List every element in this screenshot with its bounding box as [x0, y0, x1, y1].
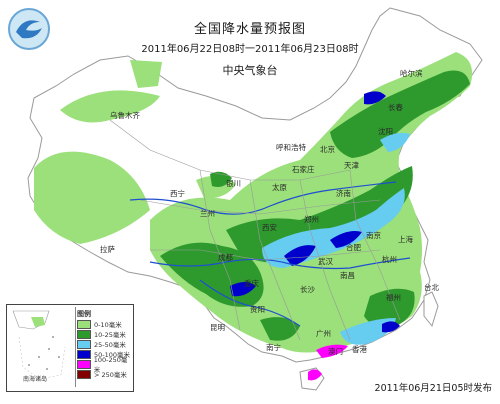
taiwan-island [423, 291, 439, 328]
city-labels: 哈尔滨 长春 沈阳 北京 天津 石家庄 太原 济南 呼和浩特 银川 西宁 兰州 … [100, 68, 439, 356]
city-chengdu: 成都 [218, 252, 233, 262]
city-guiyang: 贵阳 [250, 304, 265, 314]
city-shenyang: 沈阳 [378, 126, 393, 136]
legend-list: 0-10毫米 10-25毫米 25-50毫米 50-100毫米 100-250毫… [77, 319, 133, 379]
legend-label: 25-50毫米 [94, 341, 126, 349]
legend-swatch [77, 349, 91, 359]
legend-swatch [77, 329, 91, 339]
issue-time: 2011年06月21日05时发布 [374, 383, 492, 394]
city-lanzhou: 兰州 [200, 208, 215, 218]
city-haerbin: 哈尔滨 [400, 68, 423, 78]
city-xian: 西安 [262, 222, 277, 232]
legend-item: 0-10毫米 [77, 319, 133, 329]
city-hangzhou: 杭州 [382, 254, 397, 264]
province-borders [109, 119, 401, 341]
city-guangzhou: 广州 [316, 328, 331, 338]
inset-label: 南海诸岛 [23, 376, 48, 383]
rain-10-25-areas [160, 70, 470, 341]
city-yinchuan: 银川 [226, 179, 241, 188]
forecast-period: 2011年06月22日08时一2011年06月23日08时 [141, 44, 359, 55]
rain-50-100-areas [230, 91, 400, 333]
south-china-sea-inset: 南海诸岛 [9, 307, 76, 387]
legend-swatch [77, 369, 91, 379]
city-wuhan: 武汉 [318, 256, 333, 266]
city-xining: 西宁 [170, 188, 185, 198]
legend-item: 10-25毫米 [77, 329, 133, 339]
city-shanghai: 上海 [398, 234, 413, 244]
city-nanjing: 南京 [366, 230, 381, 240]
legend-title: 图例 [77, 310, 91, 318]
cma-logo [6, 6, 52, 52]
city-tianjin: 天津 [344, 161, 359, 170]
city-aomen: 澳门 [328, 346, 343, 356]
city-changchun: 长春 [388, 102, 403, 112]
legend-item: 25-50毫米 [77, 339, 133, 349]
rain-100-250-areas [308, 344, 348, 381]
city-beijing: 北京 [320, 144, 335, 154]
city-jinan: 济南 [336, 188, 351, 198]
legend-swatch [77, 359, 91, 369]
city-nanchang: 南昌 [340, 270, 355, 280]
issuer-name: 中央气象台 [222, 64, 278, 77]
legend-item: 50-100毫米 [77, 349, 133, 359]
city-fuzhou: 福州 [386, 293, 401, 302]
legend: 南海诸岛 图例 0-10毫米 10-25毫米 25-50毫米 50-100毫米 … [6, 304, 134, 392]
city-wulumuqi: 乌鲁木齐 [110, 110, 140, 120]
city-nanning: 南宁 [266, 342, 281, 352]
legend-label: 50-100毫米 [94, 351, 131, 359]
legend-label: 0-10毫米 [94, 321, 122, 329]
legend-swatch [77, 339, 91, 349]
city-taiyuan: 太原 [272, 182, 287, 192]
city-huhehaote: 呼和浩特 [276, 142, 306, 152]
city-hefei: 合肥 [346, 242, 361, 252]
legend-swatch [77, 319, 91, 329]
city-kunming: 昆明 [210, 323, 225, 332]
city-zhengzhou: 郑州 [304, 214, 319, 224]
city-shijiazhuang: 石家庄 [292, 164, 315, 174]
city-taibei: 台北 [424, 282, 439, 292]
city-chongqing: 重庆 [244, 278, 259, 288]
legend-label: > 250毫米 [94, 371, 127, 379]
city-changsha: 长沙 [300, 284, 315, 294]
legend-label: 10-25毫米 [94, 331, 126, 339]
map-title: 全国降水量预报图 [193, 22, 306, 37]
city-lasa: 拉萨 [100, 244, 115, 254]
rivers [129, 181, 411, 327]
city-xianggang: 香港 [352, 344, 367, 354]
legend-item: > 250毫米 [77, 369, 133, 379]
legend-item: 100-250毫米 [77, 356, 133, 374]
legend-label: 100-250毫米 [93, 356, 128, 374]
